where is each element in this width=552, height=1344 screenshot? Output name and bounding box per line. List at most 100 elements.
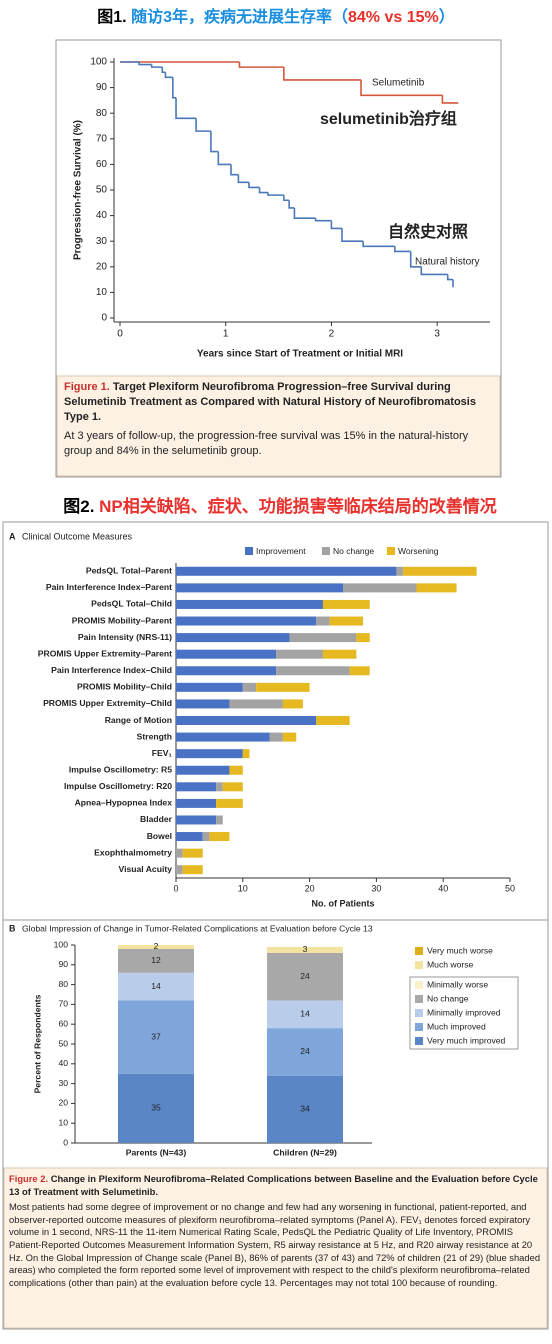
- value-label: 12: [151, 955, 161, 965]
- category-label: Apnea–Hypopnea Index: [75, 798, 173, 808]
- category-label: Children (N=29): [273, 1147, 337, 1157]
- figure2-caption: Figure 2. Change in Plexiform Neurofibro…: [9, 1173, 543, 1289]
- y-tick-label: 30: [58, 1078, 68, 1088]
- bar-segment: [209, 832, 230, 842]
- caption-label: Figure 1.: [64, 381, 110, 393]
- bar-segment: [176, 616, 317, 626]
- value-label: 14: [300, 1009, 310, 1019]
- heading-part: 图2.: [63, 497, 94, 516]
- survival-step: [288, 200, 295, 209]
- bar-segment: [176, 666, 277, 676]
- bar-segment: [329, 616, 364, 626]
- survival-step: [217, 151, 231, 166]
- caption-title: Change in Plexiform Neurofibroma–Related…: [9, 1173, 538, 1197]
- bar-segment: [396, 566, 404, 576]
- legend-swatch: [415, 995, 423, 1003]
- bar-segment: [267, 1075, 343, 1143]
- bar-segment: [176, 832, 203, 842]
- category-label: PROMIS Upper Extremity–Parent: [38, 648, 172, 658]
- category-label: PROMIS Upper Extremity–Child: [43, 698, 172, 708]
- bar-segment: [216, 782, 223, 792]
- y-tick-label: 80: [58, 979, 68, 989]
- bar-segment: [216, 815, 223, 825]
- category-label: Range of Motion: [105, 715, 172, 725]
- value-label: 34: [300, 1104, 310, 1114]
- survival-step: [138, 62, 152, 66]
- heading-part: 图1.: [97, 8, 126, 26]
- x-tick-label: 1: [223, 329, 229, 340]
- legend-swatch: [415, 1037, 423, 1045]
- figure2-heading: 图2. NP相关缺陷、症状、功能损害等临床结局的改善情况: [63, 496, 497, 516]
- figure2-caption-bg: [3, 1167, 548, 1329]
- category-label: PROMIS Mobility–Parent: [72, 615, 172, 625]
- category-label: Visual Acuity: [119, 864, 173, 874]
- legend-swatch: [415, 981, 423, 989]
- caption-heading: Figure 1. Target Plexiform Neurofibroma …: [64, 380, 492, 425]
- bar-segment: [176, 782, 217, 792]
- heading-part: NP相关缺陷、症状、功能损害等临床结局的改善情况: [94, 496, 496, 516]
- y-tick-label: 40: [58, 1058, 68, 1068]
- bar-segment: [242, 749, 250, 759]
- caption-title: Target Plexiform Neurofibroma Progressio…: [64, 381, 476, 423]
- value-label: 24: [300, 1046, 310, 1056]
- y-tick-label: 70: [58, 999, 68, 1009]
- bar-segment: [118, 948, 194, 973]
- survival-step: [446, 274, 453, 281]
- survival-step: [164, 72, 173, 79]
- panel-label: B: [9, 923, 16, 933]
- bar-segment: [176, 716, 317, 725]
- legend-swatch: [415, 947, 423, 955]
- survival-step: [283, 195, 290, 202]
- category-label: Strength: [137, 731, 172, 741]
- caption-label: Figure 2.: [9, 1173, 49, 1184]
- bar-segment: [316, 716, 350, 725]
- bar-segment: [267, 946, 343, 953]
- caption-heading: Figure 2. Change in Plexiform Neurofibro…: [9, 1173, 543, 1198]
- survival-step: [195, 118, 211, 132]
- bar-segment: [176, 633, 290, 643]
- panel-title: Global Impression of Change in Tumor-Rel…: [22, 923, 373, 933]
- x-axis-label: Years since Start of Treatment or Initia…: [197, 349, 403, 360]
- category-label: Pain Interference Index–Parent: [46, 582, 172, 592]
- bar-segment: [182, 865, 203, 875]
- survival-step: [420, 266, 448, 276]
- bar-segment: [267, 1000, 343, 1029]
- survival-step: [172, 77, 177, 99]
- legend-label: No change: [427, 993, 469, 1003]
- y-tick-label: 10: [58, 1117, 68, 1127]
- y-tick-label: 60: [96, 159, 108, 170]
- bar-segment: [229, 699, 283, 709]
- y-tick-label: 40: [96, 210, 108, 221]
- bar-segment: [276, 666, 350, 676]
- category-label: Pain Intensity (NRS-11): [78, 632, 172, 642]
- series-label: Natural history: [415, 257, 479, 268]
- value-label: 14: [151, 981, 161, 991]
- bar-segment: [176, 649, 277, 659]
- y-tick-label: 100: [90, 57, 107, 68]
- bar-segment: [176, 583, 343, 593]
- legend-swatch: [387, 547, 395, 555]
- value-label: 24: [300, 971, 310, 981]
- bar-segment: [176, 699, 230, 709]
- bar-segment: [269, 732, 283, 742]
- heading-part: 随访3年，疾病无进展生存率（: [127, 7, 348, 26]
- bar-segment: [176, 798, 217, 808]
- y-tick-label: 50: [96, 185, 108, 196]
- bar-segment: [176, 566, 397, 576]
- bar-segment: [416, 583, 457, 593]
- figure1-caption: Figure 1. Target Plexiform Neurofibroma …: [64, 380, 492, 459]
- legend-label: Much improved: [427, 1021, 486, 1031]
- bar-segment: [216, 798, 243, 808]
- bar-segment: [322, 649, 357, 659]
- legend-label: Minimally improved: [427, 1007, 501, 1017]
- bar-segment: [322, 599, 370, 609]
- legend-label: No change: [333, 546, 374, 556]
- x-tick-label: 50: [505, 883, 515, 893]
- survival-step: [248, 182, 260, 189]
- bar-segment: [403, 566, 477, 576]
- survival-step: [283, 67, 362, 81]
- y-tick-label: 30: [96, 236, 108, 247]
- value-label: 3: [303, 944, 308, 954]
- survival-step: [175, 97, 197, 120]
- panel-label: A: [9, 531, 16, 541]
